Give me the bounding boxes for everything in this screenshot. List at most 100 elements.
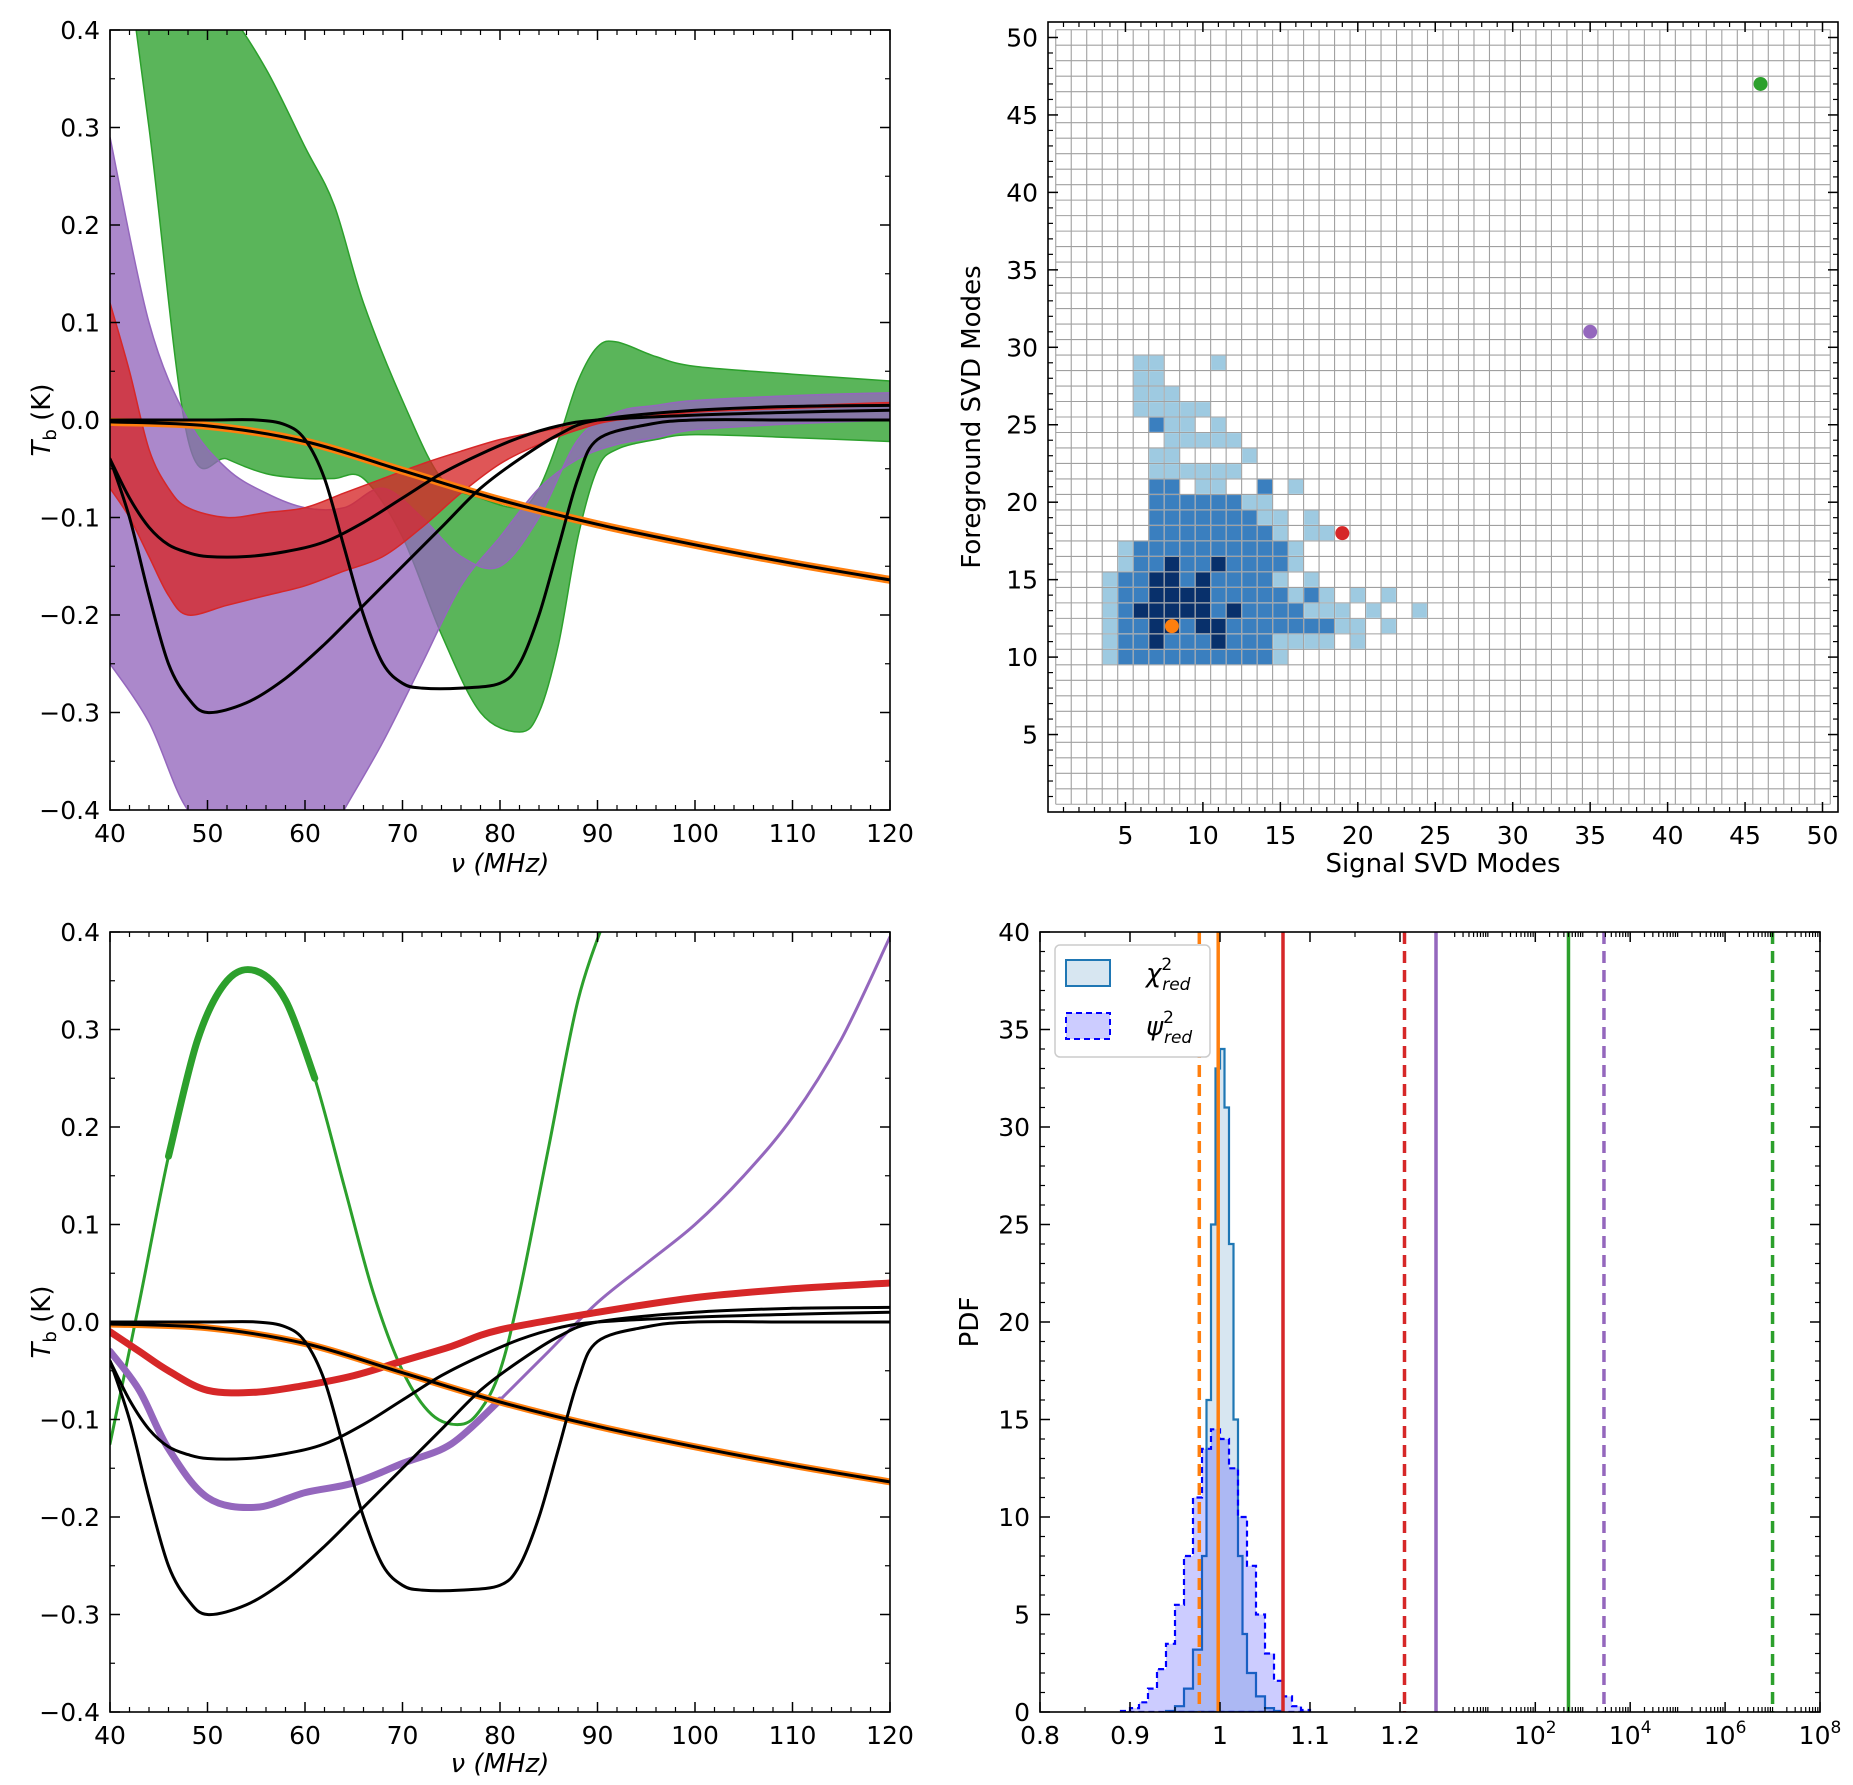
heatmap-cell [1211, 603, 1226, 618]
y-tick-label: −0.1 [39, 504, 100, 533]
heatmap-cell [1195, 433, 1211, 448]
y-tick-label: 5 [1022, 721, 1038, 750]
heatmap-cell [1211, 618, 1226, 634]
heatmap-cell [1102, 649, 1118, 665]
y-tick-label: 10 [1006, 643, 1038, 672]
black-model-3 [110, 1310, 890, 1461]
heatmap-cell [1335, 618, 1350, 634]
y-tick-label: 15 [1006, 566, 1038, 595]
green-marker [1753, 76, 1768, 91]
red-marker [1335, 526, 1350, 541]
heatmap-cell [1273, 510, 1288, 525]
heatmap-cell [1180, 433, 1195, 448]
heatmap-cell [1257, 649, 1273, 665]
heatmap-cell [1102, 603, 1118, 618]
heatmap-cell [1226, 510, 1242, 525]
y-tick-label: −0.1 [39, 1406, 100, 1435]
x-axis-label-top-right: Signal SVD Modes [1325, 849, 1560, 879]
heatmap-cell [1133, 557, 1149, 572]
panel-bottom-left: 40 50 60 70 80 90 100 110 120 −0.4 −0.3 −0.2 −0.1 0.0… [27, 918, 914, 1779]
heatmap-cell [1211, 355, 1226, 370]
y-tick-label: 35 [1006, 256, 1038, 285]
x-tick-label: 0.8 [1020, 1721, 1060, 1750]
heatmap-cell [1242, 618, 1257, 634]
heatmap-cell [1226, 495, 1242, 510]
heatmap-cell [1180, 557, 1195, 572]
black-model-3 [110, 408, 890, 559]
heatmap-cell [1319, 526, 1334, 541]
x-tick-label: 45 [1729, 821, 1761, 850]
panel-bottom-right: 0.8 0.9 1 1.1 1.2 102 104 106 108 0 5 10 15 20 25 30 35 4… [955, 918, 1841, 1750]
heatmap-cell [1226, 603, 1242, 618]
heatmap-cell [1102, 618, 1118, 634]
heatmap-cell [1164, 526, 1180, 541]
heatmap-cell [1304, 634, 1319, 649]
axes-frame-bottom-left [109, 931, 891, 1713]
heatmap-cell [1118, 649, 1133, 665]
x-tick-label: 70 [387, 1721, 419, 1750]
heatmap-cell [1133, 541, 1149, 556]
heatmap-cell [1226, 618, 1242, 634]
heatmap-cell [1211, 634, 1226, 649]
heatmap-cell [1304, 510, 1319, 525]
purple-marker [1583, 324, 1598, 339]
heatmap-cell [1180, 402, 1195, 417]
histogram-psi2-red [1119, 1428, 1312, 1712]
heatmap-cell [1149, 402, 1164, 417]
heatmap-cell [1164, 386, 1180, 401]
heatmap-cell [1288, 479, 1303, 494]
heatmap-cell [1226, 541, 1242, 556]
heatmap-cell [1149, 448, 1164, 463]
x-tick-label: 35 [1574, 821, 1606, 850]
heatmap-cell [1164, 495, 1180, 510]
heatmap-cell [1242, 649, 1257, 665]
x-tick-label: 70 [387, 819, 419, 848]
heatmap-cell [1149, 587, 1164, 603]
heatmap-cell [1195, 618, 1211, 634]
heatmap-cell [1211, 510, 1226, 525]
y-tick-label: −0.2 [39, 1503, 100, 1532]
heatmap-cell [1195, 587, 1211, 603]
heatmap-cell [1149, 464, 1164, 479]
black-model-4 [110, 418, 890, 691]
x-tick-label: 0.9 [1110, 1721, 1150, 1750]
heatmap-cell [1257, 634, 1273, 649]
heatmap-cell [1242, 526, 1257, 541]
heatmap-cell [1226, 634, 1242, 649]
x-tick-label: 100 [671, 1721, 719, 1750]
heatmap-cell [1319, 634, 1334, 649]
y-tick-label: 0.2 [60, 211, 100, 240]
y-tick-label: −0.2 [39, 601, 100, 630]
x-tick-label: 108 [1799, 1718, 1842, 1750]
y-tick-label: 30 [1006, 333, 1038, 362]
heatmap-cell [1273, 572, 1288, 587]
heatmap-cell [1335, 603, 1350, 618]
heatmap-cell [1133, 402, 1149, 417]
x-tick-label: 60 [289, 1721, 321, 1750]
heatmap-cell [1304, 587, 1319, 603]
heatmap-cell [1242, 572, 1257, 587]
heatmap-cell [1350, 618, 1365, 634]
x-tick-label: 110 [769, 819, 817, 848]
black-model-1 [110, 1322, 890, 1484]
heatmap-cell [1211, 464, 1226, 479]
heatmap-cell [1226, 433, 1242, 448]
x-tick-label: 15 [1264, 821, 1296, 850]
heatmap-cell [1211, 526, 1226, 541]
heatmap-cell [1133, 649, 1149, 665]
heatmap-cell [1273, 649, 1288, 665]
x-tick-label: 40 [94, 819, 126, 848]
heatmap-cell [1319, 603, 1334, 618]
heatmap-cell [1133, 603, 1149, 618]
heatmap-cell [1273, 541, 1288, 556]
y-tick-label: 45 [1006, 101, 1038, 130]
y-tick-label: −0.4 [39, 1698, 100, 1727]
black-model-4 [110, 1320, 890, 1593]
heatmap-cell [1242, 603, 1257, 618]
heatmap-cell [1133, 572, 1149, 587]
histogram-chi2-red [1164, 1047, 1285, 1712]
heatmap-cell [1164, 433, 1180, 448]
heatmap-cell [1211, 479, 1226, 494]
heatmap-cell [1102, 572, 1118, 587]
